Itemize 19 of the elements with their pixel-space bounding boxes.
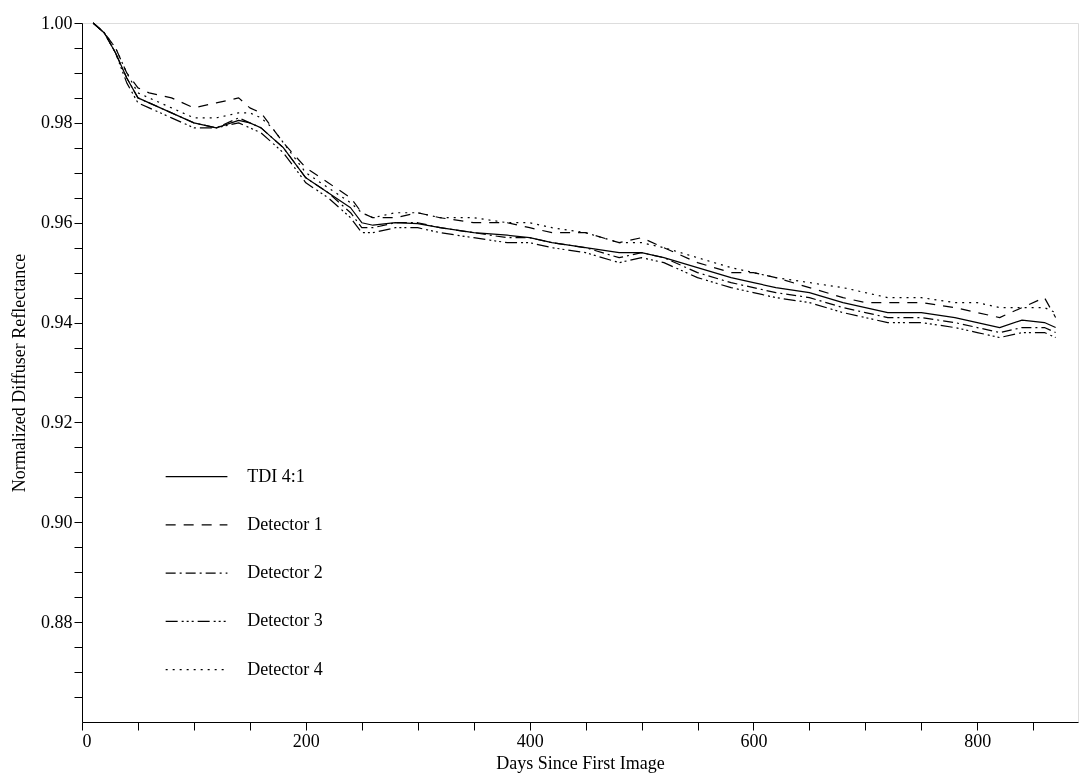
x-tick-label: 400 — [516, 730, 544, 751]
x-tick-label: 600 — [740, 730, 768, 751]
legend-label: Detector 4 — [247, 658, 323, 679]
y-axis-title: Normalized Diffuser Reflectance — [9, 253, 29, 493]
y-tick-label: 0.96 — [41, 212, 73, 233]
y-tick-label: 0.88 — [41, 611, 73, 632]
legend-label: TDI 4:1 — [247, 465, 305, 486]
y-tick-label: 0.90 — [41, 511, 73, 532]
y-tick-label: 0.92 — [41, 411, 73, 432]
y-tick-label: 1.00 — [41, 12, 73, 33]
legend-label: Detector 1 — [247, 513, 323, 534]
legend-label: Detector 2 — [247, 562, 323, 583]
x-axis-title: Days Since First Image — [496, 752, 665, 773]
x-tick-label: 200 — [292, 730, 320, 751]
y-tick-label: 0.94 — [41, 312, 73, 333]
legend-label: Detector 3 — [247, 610, 323, 631]
y-tick-label: 0.98 — [41, 112, 73, 133]
x-tick-label: 800 — [964, 730, 992, 751]
x-tick-label: 0 — [82, 730, 92, 751]
